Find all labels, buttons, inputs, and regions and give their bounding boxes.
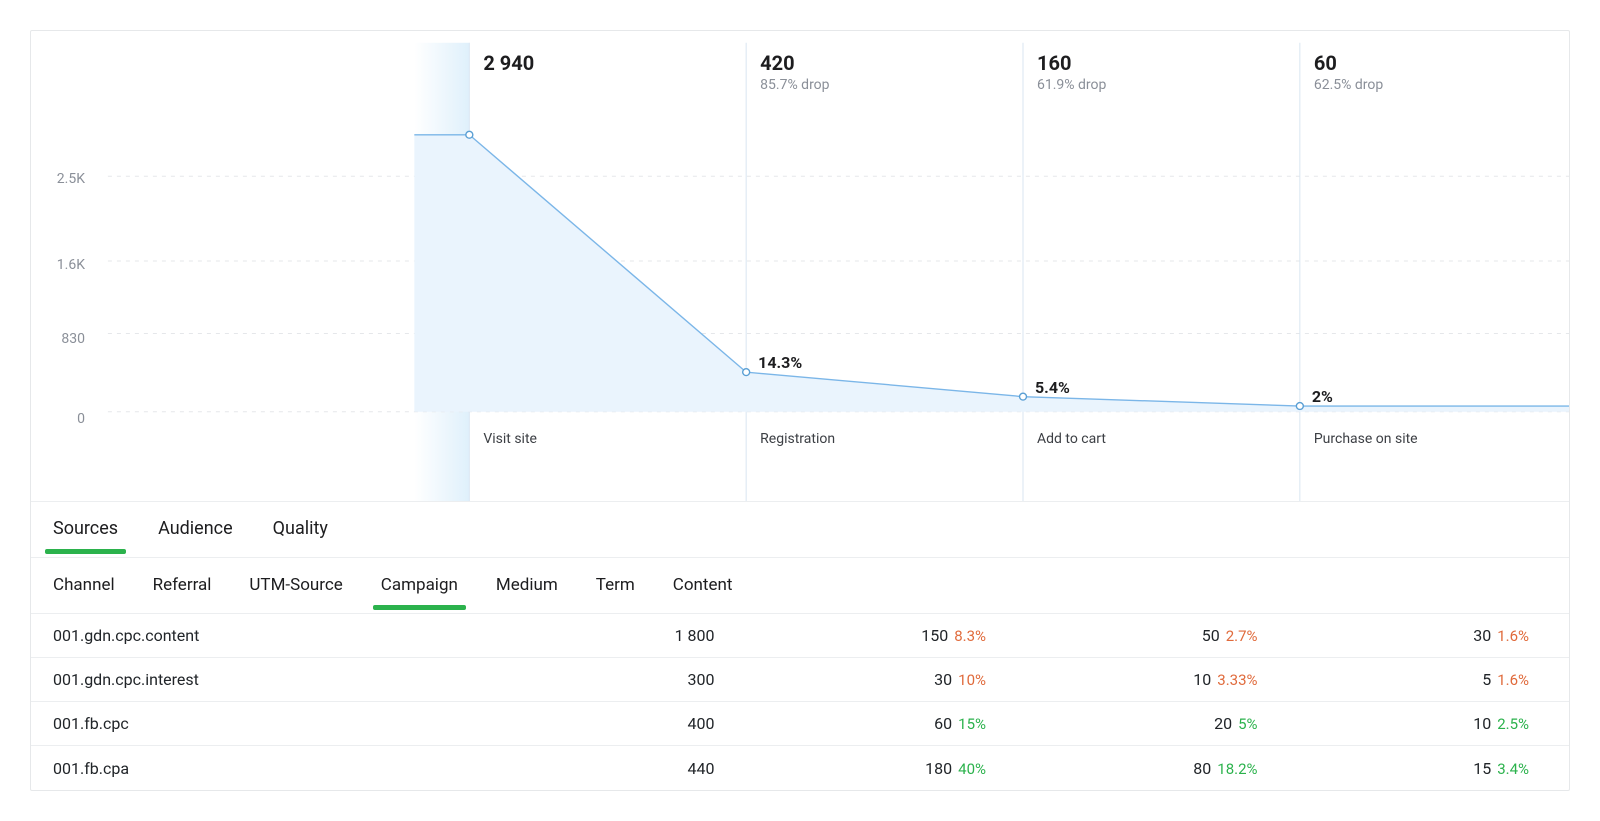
cell-pct: 2.7% [1226, 627, 1258, 645]
cell-value: 30 [1473, 626, 1491, 645]
cell-value: 10 [1193, 670, 1211, 689]
cell-value: 60 [934, 714, 952, 733]
cell-pct: 1.6% [1497, 627, 1529, 645]
cell-value: 50 [1202, 626, 1220, 645]
row-cell: 20 5% [1004, 714, 1276, 733]
stage-header: 160 61.9% drop [1037, 51, 1106, 93]
y-axis-tick: 0 [31, 411, 85, 427]
stage-value: 60 [1314, 51, 1383, 75]
row-cell: 10 3.33% [1004, 670, 1276, 689]
cell-value: 440 [688, 759, 715, 778]
stage-pct: 2% [1312, 387, 1333, 406]
cell-value: 400 [688, 714, 715, 733]
row-cell: 10 2.5% [1276, 714, 1548, 733]
stage-name: Visit site [483, 431, 537, 447]
stage-value: 160 [1037, 51, 1106, 75]
stage-header: 60 62.5% drop [1314, 51, 1383, 93]
row-name: 001.gdn.cpc.content [53, 626, 461, 645]
stage-value: 420 [760, 51, 829, 75]
subtab-medium[interactable]: Medium [496, 575, 558, 609]
cell-value: 1 800 [675, 626, 715, 645]
row-name: 001.fb.cpc [53, 714, 461, 733]
row-cell: 1 800 [461, 626, 733, 645]
cell-pct: 15% [958, 715, 986, 733]
tabs-primary: Sources Audience Quality [31, 502, 1569, 558]
cell-pct: 40% [958, 760, 986, 778]
cell-value: 150 [921, 626, 948, 645]
cell-pct: 3.33% [1217, 671, 1257, 689]
cell-value: 20 [1214, 714, 1232, 733]
cell-value: 15 [1473, 759, 1491, 778]
row-cell: 150 8.3% [733, 626, 1005, 645]
subtab-content[interactable]: Content [673, 575, 733, 609]
campaign-table: 001.gdn.cpc.content 1 800 150 8.3% 50 2.7% 30 1… [31, 614, 1569, 790]
stage-name: Registration [760, 431, 835, 447]
subtab-utm-source[interactable]: UTM-Source [249, 575, 342, 609]
table-row[interactable]: 001.gdn.cpc.interest 300 30 10% 10 3.33% 5 1.6% [31, 658, 1569, 702]
row-cell: 30 1.6% [1276, 626, 1548, 645]
row-cell: 80 18.2% [1004, 759, 1276, 778]
cell-value: 5 [1482, 670, 1491, 689]
table-row[interactable]: 001.fb.cpc 400 60 15% 20 5% 10 2.5% [31, 702, 1569, 746]
row-name: 001.fb.cpa [53, 759, 461, 778]
row-cell: 30 10% [733, 670, 1005, 689]
cell-value: 10 [1473, 714, 1491, 733]
cell-pct: 18.2% [1217, 760, 1257, 778]
stage-name: Purchase on site [1314, 431, 1418, 447]
subtab-term[interactable]: Term [596, 575, 635, 609]
analytics-panel: 2.5K 1.6K 830 0 2 940 Visit site 420 85.7% drop… [30, 30, 1570, 791]
stage-header: 420 85.7% drop [760, 51, 829, 93]
cell-pct: 5% [1238, 715, 1257, 733]
tab-quality[interactable]: Quality [273, 518, 328, 553]
stage-pct: 14.3% [758, 353, 802, 372]
cell-pct: 2.5% [1497, 715, 1529, 733]
table-row[interactable]: 001.fb.cpa 440 180 40% 80 18.2% 15 3.4% [31, 746, 1569, 790]
row-cell: 60 15% [733, 714, 1005, 733]
cell-value: 80 [1193, 759, 1211, 778]
stage-value: 2 940 [483, 51, 534, 75]
row-cell: 300 [461, 670, 733, 689]
cell-value: 300 [688, 670, 715, 689]
table-row[interactable]: 001.gdn.cpc.content 1 800 150 8.3% 50 2.7% 30 1… [31, 614, 1569, 658]
tab-audience[interactable]: Audience [158, 518, 233, 553]
row-cell: 440 [461, 759, 733, 778]
subtab-channel[interactable]: Channel [53, 575, 115, 609]
cell-value: 30 [934, 670, 952, 689]
funnel-chart: 2.5K 1.6K 830 0 2 940 Visit site 420 85.7% drop… [31, 31, 1569, 502]
row-cell: 5 1.6% [1276, 670, 1548, 689]
stage-drop: 62.5% drop [1314, 77, 1383, 93]
cell-value: 180 [925, 759, 952, 778]
row-cell: 15 3.4% [1276, 759, 1548, 778]
row-cell: 180 40% [733, 759, 1005, 778]
cell-pct: 8.3% [954, 627, 986, 645]
y-axis-tick: 830 [31, 331, 85, 347]
tab-sources[interactable]: Sources [53, 518, 118, 553]
row-cell: 400 [461, 714, 733, 733]
stage-drop: 85.7% drop [760, 77, 829, 93]
stage-name: Add to cart [1037, 431, 1106, 447]
cell-pct: 3.4% [1497, 760, 1529, 778]
row-cell: 50 2.7% [1004, 626, 1276, 645]
stage-pct: 5.4% [1035, 378, 1070, 397]
stage-drop: 61.9% drop [1037, 77, 1106, 93]
cell-pct: 10% [958, 671, 986, 689]
row-name: 001.gdn.cpc.interest [53, 670, 461, 689]
subtab-referral[interactable]: Referral [153, 575, 212, 609]
subtab-campaign[interactable]: Campaign [381, 575, 458, 609]
y-axis-tick: 1.6K [31, 257, 85, 273]
tabs-secondary: Channel Referral UTM-Source Campaign Medium T… [31, 558, 1569, 614]
cell-pct: 1.6% [1497, 671, 1529, 689]
y-axis-tick: 2.5K [31, 171, 85, 187]
stage-header: 2 940 [483, 51, 534, 75]
